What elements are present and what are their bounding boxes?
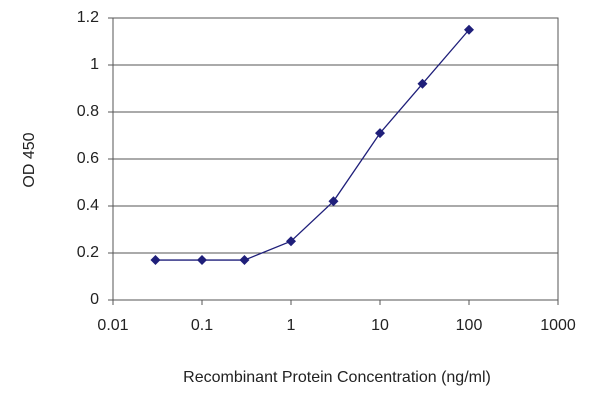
y-tick-label: 0.6	[77, 150, 99, 167]
data-point	[464, 24, 474, 35]
y-tick-label: 0.4	[77, 197, 99, 214]
data-point	[328, 196, 339, 207]
data-point	[239, 255, 250, 266]
x-tick-label: 10	[371, 317, 389, 334]
y-tick-label: 0.2	[77, 244, 99, 261]
y-tick-label: 0.8	[77, 103, 99, 120]
y-tick-label: 1.2	[77, 9, 99, 26]
x-tick-label: 1	[287, 317, 296, 334]
x-axis-label: Recombinant Protein Concentration (ng/ml…	[183, 369, 491, 386]
y-tick-label: 1	[90, 56, 99, 73]
x-tick-label: 1000	[540, 317, 576, 334]
data-point	[150, 255, 161, 266]
y-tick-label: 0	[90, 291, 99, 308]
y-axis-label: OD 450	[21, 132, 38, 187]
data-point	[375, 128, 385, 139]
data-point	[417, 78, 428, 89]
data-point	[197, 255, 207, 266]
x-tick-label: 100	[456, 317, 483, 334]
data-line	[155, 29, 470, 261]
data-point	[286, 236, 296, 247]
x-tick-label: 0.1	[191, 317, 213, 334]
x-tick-label: 0.01	[97, 317, 128, 334]
